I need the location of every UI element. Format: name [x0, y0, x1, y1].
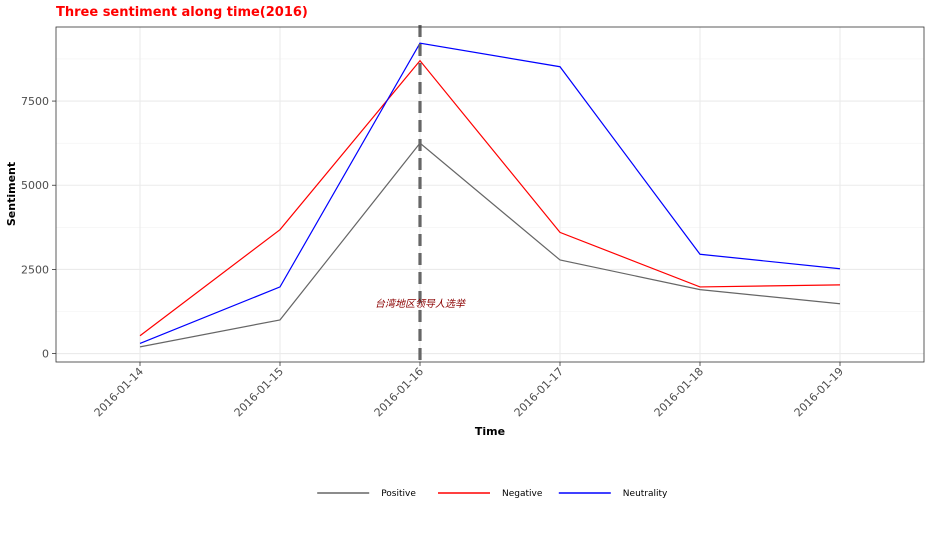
y-tick-label: 7500	[21, 95, 49, 108]
series-line-negative	[139, 59, 841, 337]
series-line-positive	[139, 142, 841, 348]
plot-border	[55, 26, 925, 363]
x-tick-label: 2016-01-18	[652, 365, 706, 419]
legend-label-negative: Negative	[502, 489, 543, 499]
legend-label-positive: Positive	[381, 489, 416, 499]
x-axis-title: Time	[475, 425, 505, 438]
y-tick-label: 2500	[21, 263, 49, 276]
x-tick-label: 2016-01-17	[512, 365, 566, 419]
y-tick-label: 5000	[21, 179, 49, 192]
event-annotation: 台湾地区领导人选举	[375, 298, 467, 310]
plot-panel	[56, 27, 924, 362]
minor-gridlines	[56, 58, 924, 312]
x-tick-label: 2016-01-15	[232, 365, 286, 419]
y-axis-ticks: 0 2500 5000 7500	[21, 95, 56, 361]
x-tick-label: 2016-01-14	[92, 365, 146, 419]
legend: Positive Negative Neutrality	[317, 489, 668, 499]
major-gridlines	[56, 27, 924, 362]
series-lines	[139, 42, 841, 348]
chart-title: Three sentiment along time(2016)	[56, 5, 308, 20]
x-tick-label: 2016-01-16	[372, 365, 426, 419]
series-line-neutrality	[139, 42, 841, 345]
legend-label-neutrality: Neutrality	[623, 489, 668, 499]
y-axis-title: Sentiment	[5, 162, 18, 226]
y-tick-label: 0	[42, 348, 49, 361]
x-axis-ticks: 2016-01-14 2016-01-15 2016-01-16 2016-01-17…	[92, 362, 846, 419]
x-tick-label: 2016-01-19	[792, 365, 846, 419]
